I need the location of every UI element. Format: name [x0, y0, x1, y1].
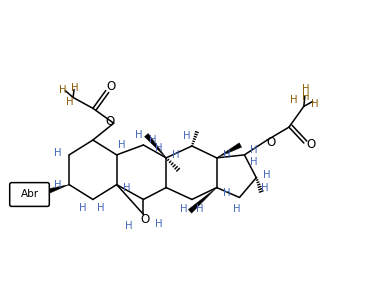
Text: H: H [223, 150, 230, 160]
Text: H: H [250, 157, 257, 167]
Polygon shape [145, 133, 166, 158]
Text: O: O [141, 213, 150, 226]
Text: H: H [183, 131, 191, 141]
Text: O: O [106, 80, 115, 93]
Text: H: H [196, 204, 204, 214]
Text: H: H [149, 135, 156, 145]
Text: H: H [290, 95, 298, 105]
Text: H: H [250, 145, 257, 155]
Text: H: H [233, 204, 240, 214]
Text: H: H [156, 143, 163, 153]
Text: H: H [97, 203, 105, 213]
Text: O: O [105, 115, 114, 128]
Text: H: H [66, 97, 74, 107]
Text: H: H [79, 203, 87, 213]
Text: H: H [223, 187, 230, 197]
Text: H: H [135, 130, 142, 140]
Text: H: H [311, 99, 318, 109]
Text: H: H [54, 180, 62, 190]
Text: O: O [306, 139, 315, 152]
Text: H: H [59, 85, 67, 94]
Text: Abr: Abr [21, 189, 39, 199]
Text: H: H [123, 183, 130, 193]
Polygon shape [188, 188, 217, 213]
Polygon shape [47, 185, 69, 194]
Text: H: H [302, 92, 309, 102]
Text: H: H [172, 150, 180, 160]
Text: H: H [180, 204, 188, 214]
Text: H: H [261, 183, 269, 193]
Text: H: H [125, 221, 132, 231]
Text: H: H [302, 84, 309, 94]
Polygon shape [217, 143, 242, 158]
Text: H: H [118, 140, 125, 150]
Text: H: H [71, 83, 79, 92]
Text: H: H [263, 170, 271, 180]
Text: H: H [155, 219, 162, 229]
FancyBboxPatch shape [10, 183, 49, 206]
Text: H: H [54, 148, 62, 158]
Text: O: O [266, 135, 276, 148]
